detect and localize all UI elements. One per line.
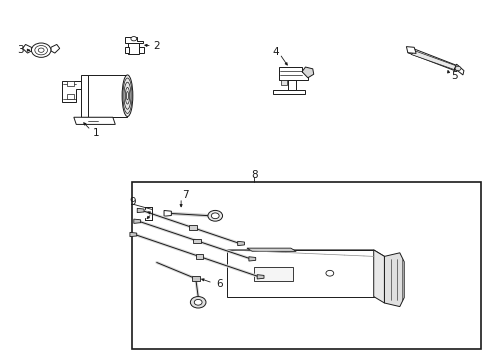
Polygon shape	[302, 67, 313, 78]
Text: 3: 3	[17, 45, 23, 55]
Text: 8: 8	[250, 170, 257, 180]
Polygon shape	[137, 208, 144, 213]
Polygon shape	[193, 239, 201, 243]
Bar	[132, 182, 480, 348]
Polygon shape	[188, 225, 196, 230]
Polygon shape	[281, 80, 287, 85]
Polygon shape	[288, 80, 295, 90]
Polygon shape	[67, 81, 74, 86]
Polygon shape	[227, 250, 384, 256]
Polygon shape	[272, 90, 305, 94]
Circle shape	[211, 213, 219, 219]
Polygon shape	[237, 241, 244, 246]
Circle shape	[31, 43, 51, 57]
Polygon shape	[163, 211, 171, 216]
Polygon shape	[128, 43, 139, 54]
Polygon shape	[130, 232, 137, 237]
Polygon shape	[257, 275, 264, 279]
Circle shape	[131, 37, 137, 41]
Polygon shape	[86, 75, 127, 117]
Polygon shape	[384, 253, 404, 307]
Polygon shape	[81, 75, 88, 117]
Polygon shape	[67, 94, 74, 99]
Bar	[254, 267, 293, 282]
Text: 7: 7	[182, 190, 188, 200]
Polygon shape	[453, 64, 463, 75]
Polygon shape	[74, 117, 115, 125]
Ellipse shape	[122, 75, 133, 117]
Polygon shape	[248, 257, 255, 261]
Polygon shape	[124, 37, 143, 43]
Polygon shape	[373, 250, 384, 303]
Polygon shape	[407, 48, 458, 71]
Polygon shape	[124, 47, 129, 53]
Text: 1: 1	[92, 128, 99, 138]
Polygon shape	[406, 46, 415, 53]
Text: 9: 9	[129, 197, 135, 207]
Circle shape	[190, 297, 205, 308]
Circle shape	[35, 45, 47, 55]
Polygon shape	[191, 276, 199, 281]
Polygon shape	[410, 51, 456, 69]
Polygon shape	[195, 255, 203, 259]
Text: 6: 6	[215, 279, 222, 289]
Polygon shape	[51, 44, 60, 53]
Circle shape	[207, 210, 222, 221]
Polygon shape	[139, 47, 144, 53]
Text: 2: 2	[153, 41, 160, 51]
Polygon shape	[134, 219, 141, 224]
Polygon shape	[227, 250, 373, 297]
Circle shape	[325, 270, 333, 276]
Polygon shape	[61, 81, 81, 102]
Polygon shape	[278, 67, 307, 80]
Circle shape	[454, 66, 460, 71]
Text: 4: 4	[272, 46, 279, 57]
Circle shape	[194, 300, 202, 305]
Text: 5: 5	[450, 71, 457, 81]
Polygon shape	[22, 44, 31, 53]
Circle shape	[38, 48, 44, 52]
Polygon shape	[246, 248, 296, 251]
